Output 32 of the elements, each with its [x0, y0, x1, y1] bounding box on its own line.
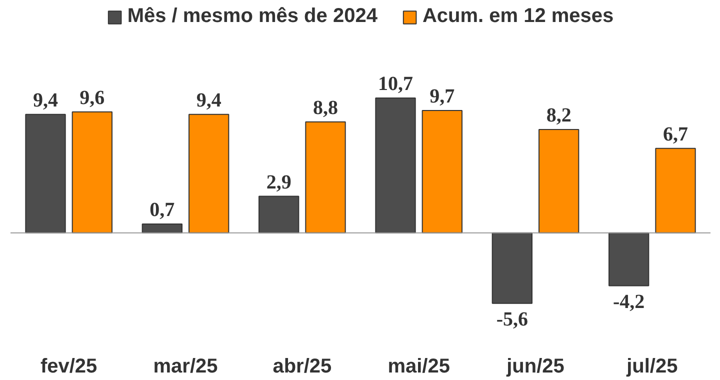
data-label: 10,7 [378, 72, 413, 95]
legend-label: Mês / mesmo mês de 2024 [127, 5, 378, 28]
bar [305, 121, 346, 234]
bar [538, 128, 580, 234]
x-tick-label: jul/25 [626, 356, 678, 378]
data-label: 9,4 [33, 89, 58, 112]
x-tick-label: mar/25 [153, 356, 218, 378]
bar [492, 232, 532, 304]
data-label: 2,9 [266, 171, 292, 194]
data-label: -4,2 [613, 290, 645, 313]
bar [422, 110, 462, 234]
x-tick-label: mai/25 [388, 356, 450, 378]
bar [375, 97, 416, 234]
data-label: -5,6 [496, 308, 528, 330]
bar [258, 196, 300, 234]
bar [608, 232, 650, 286]
bar [25, 114, 66, 234]
data-label: 9,4 [196, 89, 222, 112]
data-label: 9,7 [430, 86, 455, 108]
x-tick-label: jun/25 [506, 356, 564, 378]
data-label: 9,6 [80, 86, 105, 109]
bar [142, 224, 182, 234]
data-label: 0,7 [150, 199, 175, 221]
bar [188, 114, 230, 234]
data-label: 6,7 [663, 123, 688, 146]
x-tick-label: abr/25 [272, 356, 332, 378]
legend-label: Acum. em 12 meses [422, 5, 614, 28]
bar [72, 111, 112, 234]
x-tick-label: fev/25 [40, 356, 98, 378]
data-label: 8,2 [546, 104, 572, 126]
data-label: 8,8 [313, 96, 338, 119]
bar [655, 148, 696, 234]
